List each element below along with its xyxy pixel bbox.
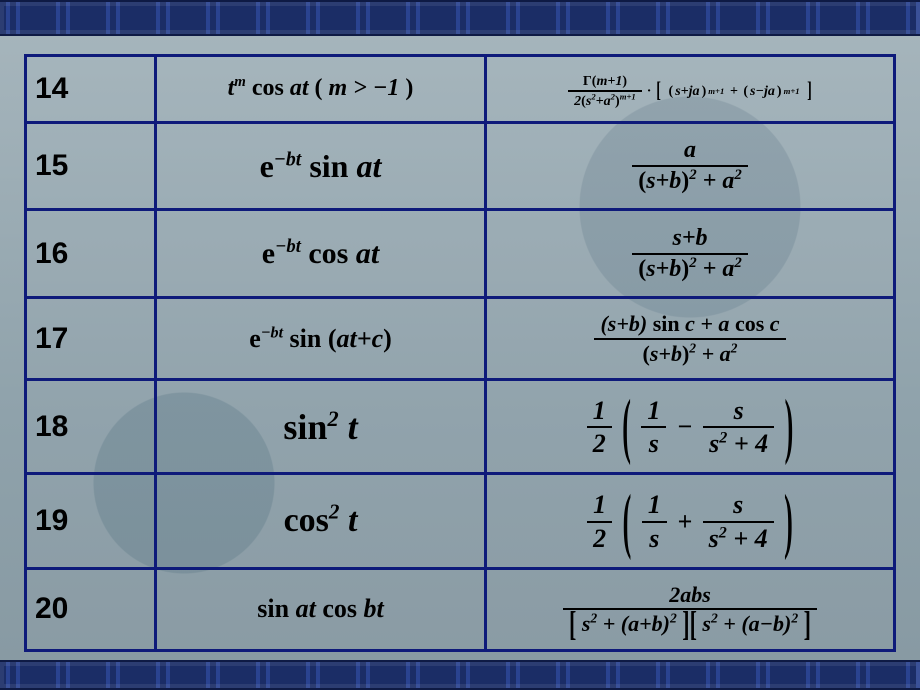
time-domain-cell: sin2 t [156,380,486,474]
time-domain-cell: e−bt sin at [156,122,486,210]
row-index: 17 [26,298,156,380]
table-row: 16e−bt cos ats+b(s+b)2 + a2 [26,210,895,298]
row-index: 19 [26,474,156,568]
table-row: 15e−bt sin ata(s+b)2 + a2 [26,122,895,210]
row-index: 14 [26,56,156,123]
slide-stage: 14tm cos at ( m > −1 )Γ(m+1)2(s2+a2)m+1 … [0,0,920,690]
s-domain-cell: a(s+b)2 + a2 [486,122,895,210]
time-domain-cell: sin at cos bt [156,568,486,650]
row-index: 15 [26,122,156,210]
table-body: 14tm cos at ( m > −1 )Γ(m+1)2(s2+a2)m+1 … [26,56,895,651]
time-domain-cell: cos2 t [156,474,486,568]
s-domain-cell: (s+b) sin c + a cos c(s+b)2 + a2 [486,298,895,380]
table-row: 19cos2 t12 ( 1s + ss2 + 4 ) [26,474,895,568]
s-domain-cell: 12 ( 1s − ss2 + 4 ) [486,380,895,474]
time-domain-cell: e−bt sin (at+c) [156,298,486,380]
table-row: 18sin2 t12 ( 1s − ss2 + 4 ) [26,380,895,474]
s-domain-cell: Γ(m+1)2(s2+a2)m+1 · [ (s+ja)m+1 + (s−ja)… [486,56,895,123]
s-domain-cell: 2abs[ s2 + (a+b)2 ][ s2 + (a−b)2 ] [486,568,895,650]
time-domain-cell: tm cos at ( m > −1 ) [156,56,486,123]
time-domain-cell: e−bt cos at [156,210,486,298]
s-domain-cell: 12 ( 1s + ss2 + 4 ) [486,474,895,568]
s-domain-cell: s+b(s+b)2 + a2 [486,210,895,298]
row-index: 18 [26,380,156,474]
laplace-transform-table: 14tm cos at ( m > −1 )Γ(m+1)2(s2+a2)m+1 … [24,54,896,652]
row-index: 16 [26,210,156,298]
table-row: 17e−bt sin (at+c)(s+b) sin c + a cos c(s… [26,298,895,380]
table-row: 14tm cos at ( m > −1 )Γ(m+1)2(s2+a2)m+1 … [26,56,895,123]
table-row: 20sin at cos bt2abs[ s2 + (a+b)2 ][ s2 +… [26,568,895,650]
row-index: 20 [26,568,156,650]
